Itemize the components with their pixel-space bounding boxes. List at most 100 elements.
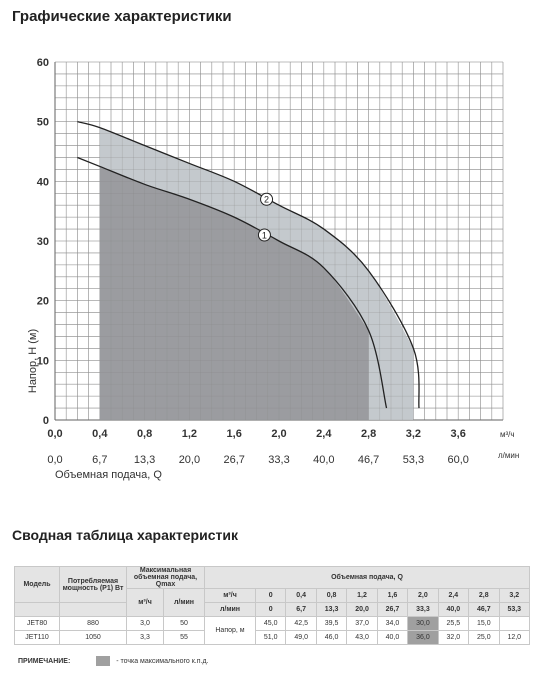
th-q-lmin: 13,3	[315, 602, 348, 617]
cell-head-label: Напор, м	[204, 616, 256, 645]
th-q-lmin: 40,0	[437, 602, 470, 617]
y-tick-label: 0	[43, 415, 49, 427]
y-axis-label: Напор, H (м)	[27, 329, 39, 393]
th-qmax-m3: м³/ч	[126, 588, 164, 617]
x2-tick-label: 13,3	[134, 454, 155, 466]
summary-table: Модель Потребляемая мощность (P1) Вт Мак…	[14, 566, 530, 645]
cell-model: JET80	[14, 616, 60, 631]
th-qmax: Максимальная объемная подача, Qmax	[126, 566, 205, 589]
x-tick-label: 0,0	[47, 428, 62, 440]
curve-marker-2	[260, 192, 274, 206]
cell-qmax-lmin: 50	[163, 616, 205, 631]
cell-head: 12,0	[498, 630, 530, 645]
x-tick-label: 2,4	[316, 428, 332, 440]
x-tick-label: 1,2	[182, 428, 197, 440]
th-blank	[14, 602, 60, 617]
th-q-lmin: 46,7	[468, 602, 500, 617]
footnote-text: - точка максимального к.п.д.	[116, 657, 209, 665]
y-tick-label: 60	[37, 57, 49, 69]
footnote: ПРИМЕЧАНИЕ: - точка максимального к.п.д.	[18, 656, 209, 666]
cell-head: 49,0	[285, 630, 317, 645]
th-q-m3: 0,4	[285, 588, 317, 603]
curve-marker-1	[257, 228, 271, 242]
x-tick-label: 3,2	[406, 428, 421, 440]
th-power: Потребляемая мощность (P1) Вт	[59, 566, 127, 603]
th-q-lmin: 26,7	[376, 602, 409, 617]
y-tick-label: 40	[37, 176, 49, 188]
th-flow: Объемная подача, Q	[204, 566, 530, 589]
cell-head: 51,0	[254, 630, 287, 645]
x2-axis-unit: л/мин	[498, 451, 519, 460]
cell-model: JET110	[14, 630, 60, 645]
x2-tick-label: 20,0	[179, 454, 200, 466]
x-tick-label: 0,8	[137, 428, 152, 440]
footnote-label: ПРИМЕЧАНИЕ:	[18, 657, 71, 665]
x2-tick-label: 40,0	[313, 454, 334, 466]
cell-head: 45,0	[254, 616, 287, 631]
th-q-m3: 0,8	[315, 588, 348, 603]
x2-tick-label: 33,3	[268, 454, 289, 466]
th-q-m3: 1,6	[376, 588, 409, 603]
curve-label-1: 1	[262, 231, 267, 241]
cell-head: 39,5	[315, 616, 348, 631]
x-axis-unit: м³/ч	[500, 430, 515, 439]
th-q-lmin: 0	[254, 602, 287, 617]
axis-labels: 0 10 20 30 40 50 60 0,0 0,4 0,8 1,2 1,6 2,0 2,4 2,8 3,2…	[37, 57, 469, 466]
cell-head: 34,0	[376, 616, 409, 631]
table-row: JET80 880 3,0 50 Напор, м 45,0 42,5 39,5…	[14, 616, 530, 645]
x2-tick-label: 46,7	[358, 454, 379, 466]
curve-line-1	[77, 156, 388, 409]
x-tick-label: 3,6	[451, 428, 466, 440]
th-q-m3: 2,4	[437, 588, 470, 603]
th-q-m3: 2,0	[407, 588, 439, 603]
th-unit-m3: м³/ч	[204, 588, 256, 603]
y-tick-label: 50	[37, 117, 49, 129]
cell-head: 46,0	[315, 630, 348, 645]
th-model: Модель	[14, 566, 60, 603]
x-tick-label: 0,4	[92, 428, 108, 440]
cell-head	[498, 616, 530, 631]
x2-tick-label: 0,0	[47, 454, 62, 466]
cell-qmax-m3: 3,0	[126, 616, 164, 631]
cell-head-max-eff: 30,0	[407, 616, 439, 631]
x2-tick-label: 6,7	[92, 454, 107, 466]
cell-head: 25,0	[468, 630, 500, 645]
th-blank	[59, 602, 127, 617]
cell-power: 880	[59, 616, 127, 631]
x2-tick-label: 60,0	[447, 454, 468, 466]
th-q-m3: 2,8	[468, 588, 500, 603]
cell-head-max-eff: 36,0	[407, 630, 439, 645]
y-tick-label: 30	[37, 236, 49, 248]
x-tick-label: 2,8	[361, 428, 376, 440]
th-q-m3: 1,2	[346, 588, 378, 603]
th-qmax-lmin: л/мин	[163, 588, 205, 617]
th-q-m3: 3,2	[498, 588, 530, 603]
cell-power: 1050	[59, 630, 127, 645]
curve-lines: 12	[77, 121, 420, 409]
table-row: JET110 1050 3,3 55 51,0 49,0 46,0 43,0 4…	[14, 630, 530, 645]
cell-head: 37,0	[346, 616, 378, 631]
cell-head: 40,0	[376, 630, 409, 645]
x2-tick-label: 26,7	[223, 454, 244, 466]
x-tick-label: 2,0	[271, 428, 286, 440]
page-title: Графические характеристики	[12, 8, 232, 25]
x2-tick-label: 53,3	[403, 454, 424, 466]
cell-qmax-m3: 3,3	[126, 630, 164, 645]
th-q-m3: 0	[254, 588, 287, 603]
th-q-lmin: 33,3	[407, 602, 439, 617]
cell-head: 32,0	[437, 630, 470, 645]
curve-label-2: 2	[264, 195, 269, 205]
table-title: Сводная таблица характеристик	[12, 527, 238, 543]
cell-head: 43,0	[346, 630, 378, 645]
x-tick-label: 1,6	[227, 428, 242, 440]
y-tick-label: 10	[37, 355, 49, 367]
cell-head: 42,5	[285, 616, 317, 631]
th-unit-lmin: л/мин	[204, 602, 256, 617]
x-axis-label: Объемная подача, Q	[55, 469, 162, 481]
cell-head: 25,5	[437, 616, 470, 631]
th-q-lmin: 53,3	[498, 602, 530, 617]
cell-head: 15,0	[468, 616, 500, 631]
y-tick-label: 20	[37, 296, 49, 308]
th-q-lmin: 20,0	[346, 602, 378, 617]
